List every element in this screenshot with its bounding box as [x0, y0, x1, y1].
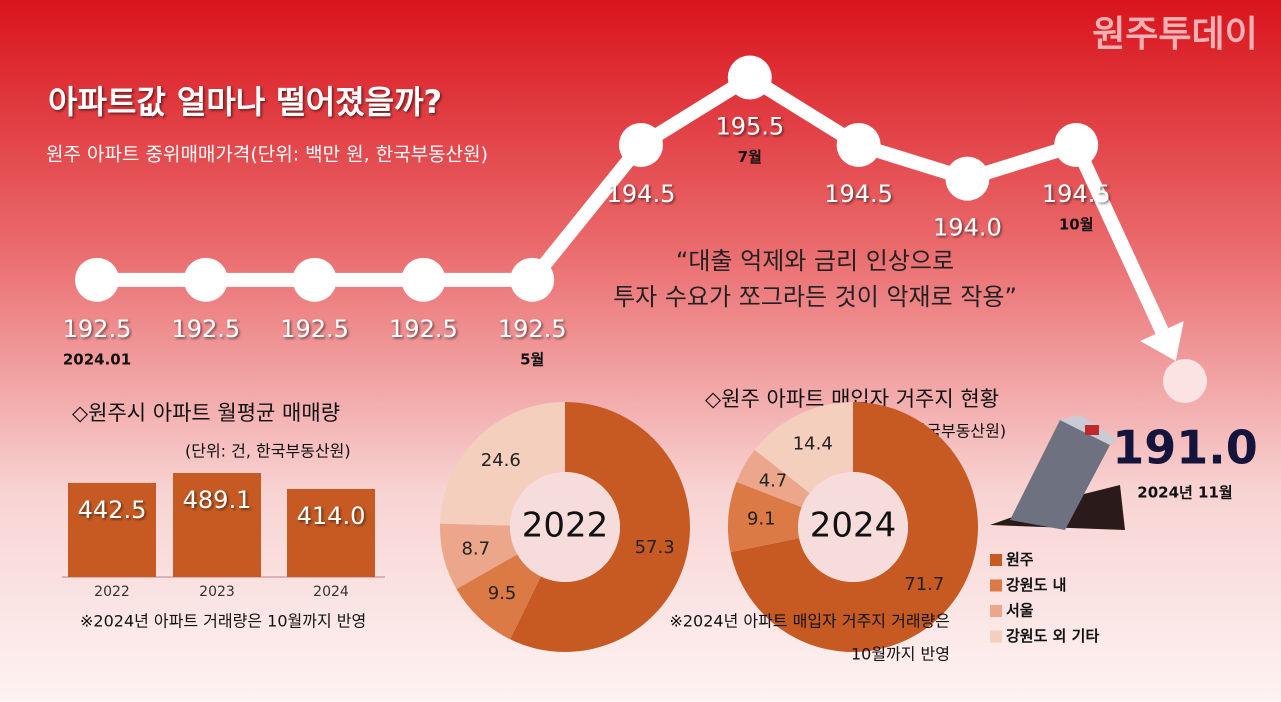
value-label: 194.5 — [824, 180, 893, 208]
donut-slice — [736, 449, 810, 508]
point — [401, 257, 446, 302]
value-label: 57.3 — [635, 537, 675, 558]
value-label: 192.5 — [280, 315, 349, 343]
legend-label: 강원도 내 — [1006, 576, 1066, 594]
donut-note: 10월까지 반영 — [851, 645, 950, 664]
x-label: 2022 — [94, 584, 130, 600]
value-label: 71.7 — [904, 574, 944, 595]
legend-label: 서울 — [1006, 602, 1034, 620]
building-icon — [990, 415, 1125, 530]
value-label: 191.0 — [1112, 421, 1258, 475]
legend-swatch — [990, 630, 1002, 643]
x-label: 2024년 11월 — [1137, 484, 1232, 502]
donut-slice — [730, 402, 978, 652]
point — [727, 55, 772, 100]
bar-title: ◇원주시 아파트 월평균 매매량 — [72, 401, 340, 425]
point — [836, 122, 881, 167]
bar — [173, 473, 261, 577]
value-label: 192.5 — [389, 315, 458, 343]
line-subtitle: 원주 아파트 중위매매가격(단위: 백만 원, 한국부동산원) — [46, 144, 488, 166]
x-label: 5월 — [520, 350, 544, 368]
point — [183, 257, 228, 302]
value-label: 194.5 — [1042, 180, 1111, 208]
value-label: 14.4 — [793, 433, 833, 454]
donut-slice — [440, 402, 565, 526]
value-label: 489.1 — [183, 486, 252, 514]
arrow-head — [1140, 321, 1184, 362]
point — [75, 257, 119, 302]
donut-hole — [510, 472, 620, 582]
annotation: “대출 억제와 금리 인상으로 — [676, 247, 954, 275]
donut-slice — [440, 523, 518, 590]
x-label: 7월 — [738, 148, 762, 166]
series-label: 2024 — [810, 506, 897, 546]
legend-swatch — [990, 605, 1002, 617]
value-label: 9.1 — [747, 508, 776, 529]
bar — [287, 488, 375, 577]
bar — [68, 482, 156, 577]
value-label: 192.5 — [171, 315, 240, 343]
donut-slice — [510, 402, 690, 652]
x-label: 2023 — [199, 584, 235, 600]
point — [1054, 122, 1099, 167]
donut-hole — [798, 472, 908, 582]
bar-note: ※2024년 아파트 거래량은 10월까지 반영 — [80, 612, 366, 631]
value-label: 194.0 — [933, 214, 1002, 242]
donut-slice — [727, 481, 802, 553]
series-label: 2022 — [522, 506, 609, 546]
donut-note: ※2024년 아파트 매입자 거주지 거래량은 — [669, 612, 950, 631]
bar-subtitle: (단위: 건, 한국부동산원) — [185, 442, 351, 461]
value-label: 194.5 — [607, 180, 676, 208]
value-label: 4.7 — [759, 471, 788, 492]
legend-label: 강원도 외 기타 — [1006, 627, 1099, 645]
point — [292, 257, 337, 302]
point — [510, 257, 555, 302]
x-label: 2024.01 — [63, 350, 131, 368]
value-label: 192.5 — [498, 315, 567, 343]
x-label: 2024 — [313, 584, 349, 600]
value-label: 8.7 — [461, 538, 490, 559]
x-label: 10월 — [1059, 215, 1094, 233]
legend-label: 원주 — [1006, 551, 1034, 569]
value-label: 9.5 — [488, 583, 517, 604]
donut-slice — [754, 402, 853, 494]
legend-swatch — [990, 554, 1002, 566]
point — [1163, 359, 1207, 403]
watermark: 원주투데이 — [1092, 14, 1258, 55]
legend-swatch — [990, 579, 1002, 592]
value-label: 195.5 — [715, 113, 784, 141]
value-label: 24.6 — [481, 450, 521, 471]
point — [619, 122, 663, 167]
value-label: 414.0 — [297, 502, 366, 530]
value-label: 442.5 — [78, 496, 147, 524]
point — [945, 156, 990, 201]
line-title: 아파트값 얼마나 떨어졌을까? — [48, 83, 442, 121]
donut-slice — [456, 554, 541, 640]
value-label: 192.5 — [63, 315, 132, 343]
annotation: 투자 수요가 쪼그라든 것이 악재로 작용” — [613, 283, 1017, 311]
